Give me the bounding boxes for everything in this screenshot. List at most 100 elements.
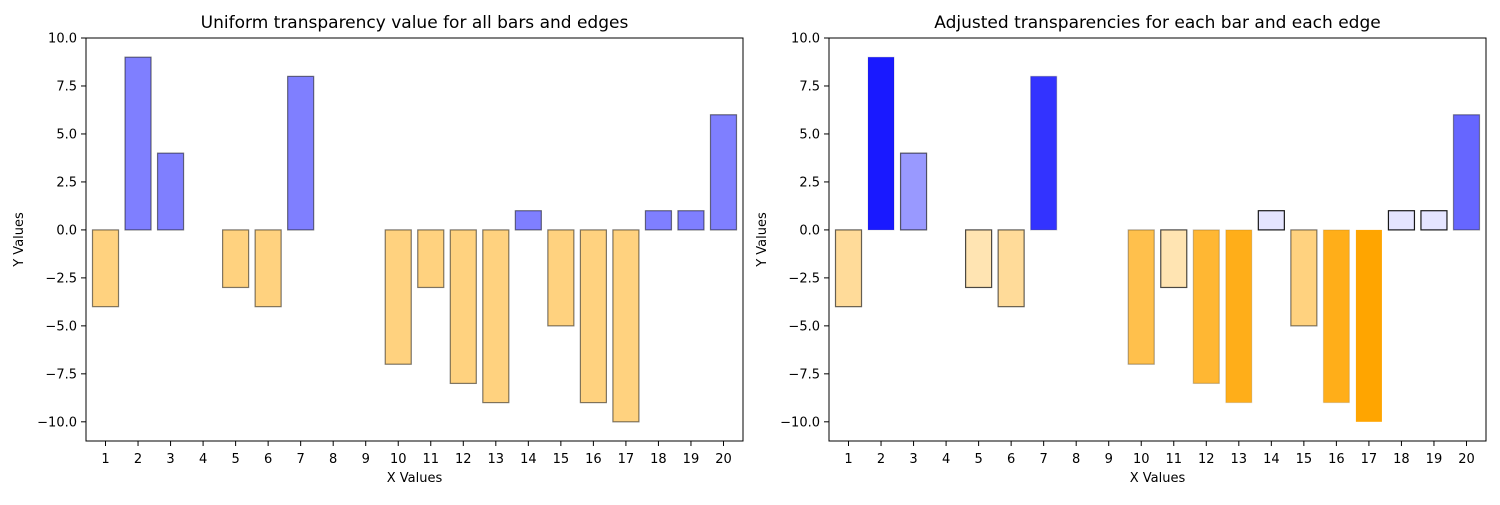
bar-13 [1225,229,1253,404]
chart-panel-2: −10.0−7.5−5.0−2.50.02.55.07.510.01 2 3 4 5 6 7… [755,13,1487,486]
x-tick-label: 17 [618,452,635,467]
x-tick-label: 18 [650,452,667,467]
bar-10 [1127,229,1155,365]
axes-frame [85,37,744,442]
x-tick-label: 7 [1040,452,1048,467]
bar-6 [254,229,282,308]
x-tick-label: 20 [1458,452,1475,467]
y-tick-label: 10.0 [791,32,820,47]
x-tick-label: 17 [1361,452,1378,467]
y-tick-label: −10.0 [780,415,820,430]
x-tick-label: 16 [585,452,602,467]
bar-17 [612,229,640,423]
x-tick-label: 14 [1263,452,1280,467]
bar-13 [482,229,510,404]
bar-10 [384,229,412,365]
x-tick-label: 19 [683,452,700,467]
y-tick-label: 2.5 [799,175,820,190]
x-tick-label: 2 [877,452,885,467]
x-tick-label: 4 [199,452,207,467]
x-tick-label: 10 [1133,452,1150,467]
y-tick-label: 5.0 [799,127,820,142]
x-tick-label: 1 [101,452,109,467]
y-tick-label: 7.5 [56,79,77,94]
x-tick-label: 3 [909,452,917,467]
bar-20 [1452,114,1481,231]
bar-15 [547,229,575,327]
y-tick-label: −5.0 [45,319,77,334]
x-tick-label: 9 [362,452,370,467]
y-tick-label: −7.5 [45,367,77,382]
bar-20 [709,114,738,231]
bar-2 [867,56,895,231]
bar-14 [1257,210,1285,231]
y-tick-label: −10.0 [37,415,77,430]
bar-7 [1030,75,1058,231]
x-tick-label: 8 [1072,452,1080,467]
x-tick-label: 6 [264,452,272,467]
x-axis-label: X Values [1130,471,1186,486]
y-tick-label: 10.0 [48,32,77,47]
x-tick-label: 20 [715,452,732,467]
x-tick-label: 16 [1328,452,1345,467]
bar-2 [124,56,152,231]
x-axis-label: X Values [387,471,443,486]
x-tick-label: 18 [1393,452,1410,467]
bar-1 [834,229,863,308]
x-tick-label: 6 [1007,452,1015,467]
x-tick-label: 10 [390,452,407,467]
x-tick-label: 7 [297,452,305,467]
bar-3 [156,152,185,231]
x-tick-label: 15 [1296,452,1313,467]
x-tick-label: 19 [1426,452,1443,467]
y-tick-label: 0.0 [56,223,77,238]
y-axis-label: Y Values [12,212,27,268]
y-tick-label: 0.0 [799,223,820,238]
bar-16 [579,229,608,404]
bar-11 [1160,229,1188,289]
bar-19 [1420,210,1448,231]
bar-5 [222,229,250,289]
axes-frame [828,37,1487,442]
bar-3 [899,152,928,231]
y-tick-label: 5.0 [56,127,77,142]
chart-title: Uniform transparency value for all bars … [201,13,629,33]
bar-16 [1322,229,1351,404]
x-tick-label: 8 [329,452,337,467]
bar-1 [91,229,120,308]
y-axis-label: Y Values [755,212,770,268]
x-tick-label: 2 [134,452,142,467]
y-tick-label: −2.5 [45,271,77,286]
x-tick-label: 11 [422,452,439,467]
bar-15 [1290,229,1318,327]
x-tick-label: 5 [974,452,982,467]
bar-7 [287,75,315,231]
x-tick-label: 12 [1198,452,1215,467]
y-tick-label: −2.5 [788,271,820,286]
bar-6 [997,229,1025,308]
bar-18 [644,210,673,231]
bar-18 [1387,210,1416,231]
y-tick-label: 2.5 [56,175,77,190]
x-tick-label: 11 [1165,452,1182,467]
y-tick-label: −5.0 [788,319,820,334]
bar-12 [449,229,477,385]
x-tick-label: 9 [1105,452,1113,467]
bar-11 [417,229,445,289]
bar-17 [1355,229,1382,422]
bar-19 [677,210,705,231]
x-tick-label: 4 [942,452,950,467]
x-tick-label: 15 [553,452,570,467]
x-tick-label: 12 [455,452,472,467]
bar-14 [514,210,542,231]
x-tick-label: 5 [231,452,239,467]
x-tick-label: 13 [1231,452,1248,467]
chart-panel-1: −10.0−7.5−5.0−2.50.02.55.07.510.01 2 3 4 5 6 7… [12,13,744,486]
y-tick-label: −7.5 [788,367,820,382]
x-tick-label: 1 [844,452,852,467]
x-tick-label: 3 [166,452,174,467]
x-tick-label: 13 [488,452,505,467]
chart-title: Adjusted transparencies for each bar and… [934,13,1380,33]
